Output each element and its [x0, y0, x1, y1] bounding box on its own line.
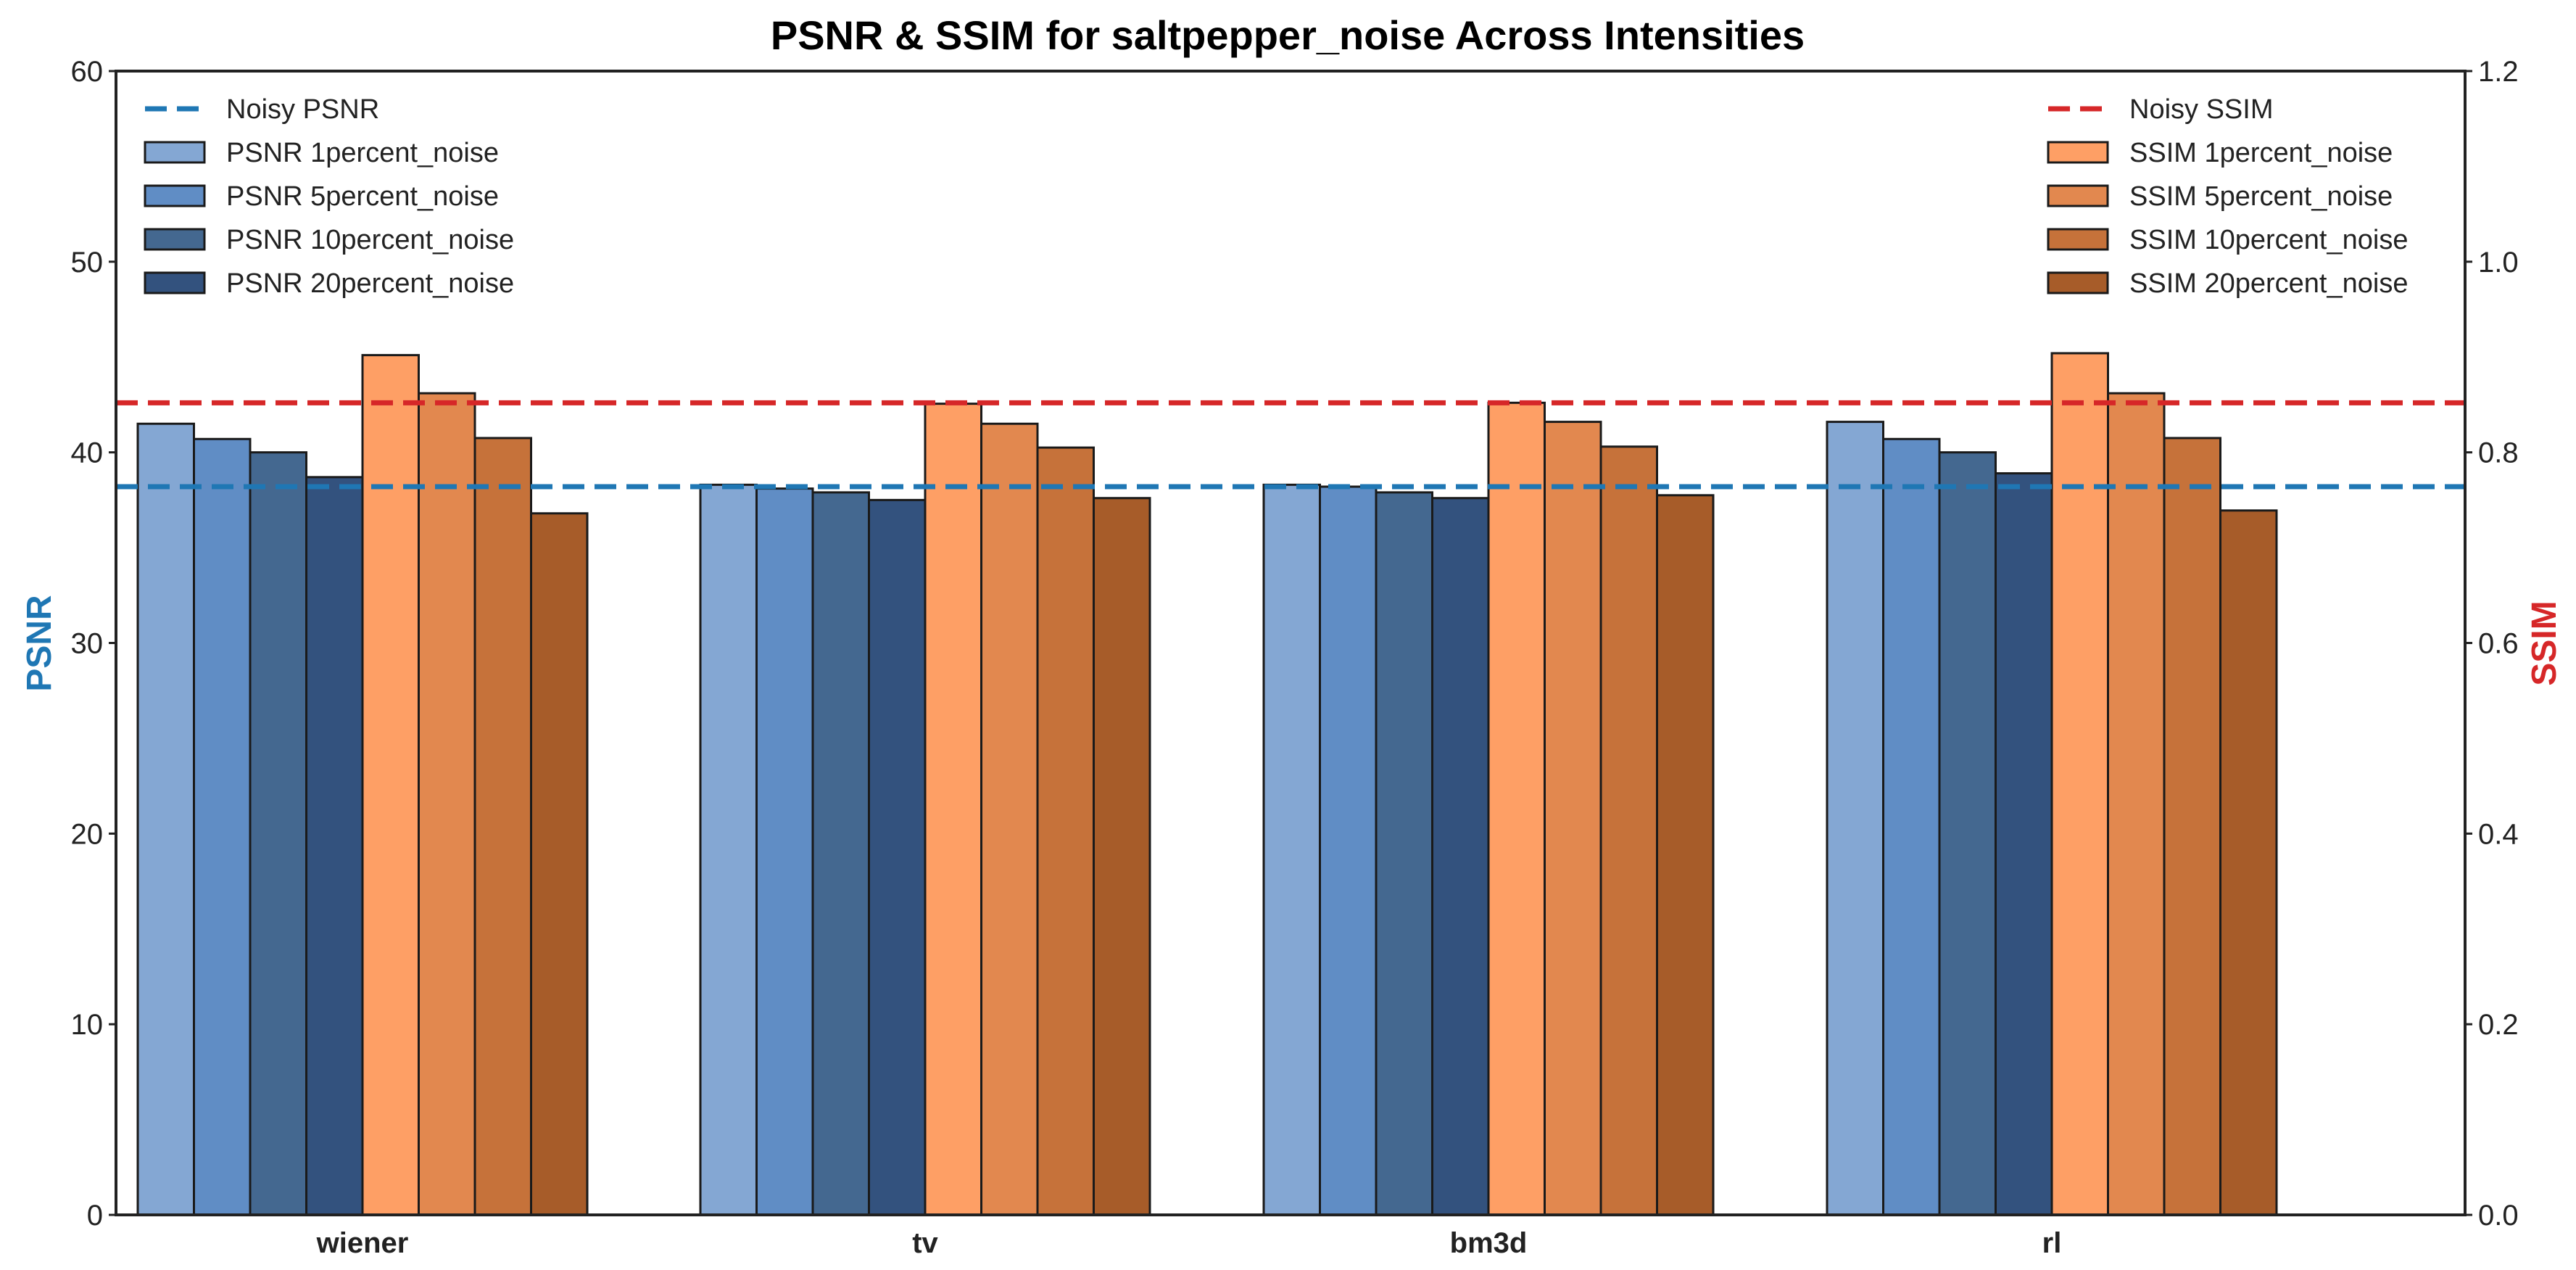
left-tick-label: 10 — [71, 1009, 104, 1041]
bar-tv-psnr-1percent_noise — [699, 483, 758, 1216]
left-tick-label: 50 — [71, 247, 104, 279]
plot-area: wiener tv bm3d rl 0 10 20 30 40 50 60 0.0 0.2 0.4 0.6 0… — [71, 56, 2519, 1259]
left-tick-label: 0 — [87, 1200, 103, 1232]
right-tick-label: 0.6 — [2478, 628, 2519, 660]
bar-bm3d-psnr-10percent_noise — [1375, 491, 1433, 1216]
legend-bar-swatch — [2047, 228, 2109, 251]
bar-tv-psnr-10percent_noise — [811, 491, 870, 1216]
bar-rl-psnr-1percent_noise — [1826, 421, 1884, 1216]
bar-tv-ssim-1percent_noise — [924, 403, 982, 1216]
x-tick-label-rl: rl — [2042, 1227, 2062, 1259]
right-tick-label: 1.0 — [2478, 247, 2519, 279]
right-tick-label: 0.0 — [2478, 1200, 2519, 1232]
legend-label: PSNR 5percent_noise — [226, 181, 499, 212]
bar-bm3d-psnr-5percent_noise — [1319, 485, 1378, 1216]
right-tick-label: 0.2 — [2478, 1009, 2519, 1041]
bar-wiener-ssim-10percent_noise — [473, 437, 532, 1216]
legend-label: Noisy PSNR — [226, 94, 379, 125]
legend-label: SSIM 20percent_noise — [2129, 268, 2408, 299]
bar-bm3d-ssim-1percent_noise — [1487, 401, 1546, 1216]
bar-wiener-psnr-5percent_noise — [193, 437, 252, 1216]
right-tick-label: 0.4 — [2478, 818, 2519, 850]
left-tick-label: 40 — [71, 437, 104, 469]
legend-ssim: Noisy SSIM SSIM 1percent_noise SSIM 5perce… — [2047, 94, 2408, 299]
legend-label: PSNR 20percent_noise — [226, 268, 514, 299]
left-axis-label: PSNR — [20, 595, 59, 691]
bar-bm3d-ssim-10percent_noise — [1599, 445, 1658, 1216]
bar-wiener-ssim-20percent_noise — [530, 512, 589, 1216]
x-tick-label-wiener: wiener — [316, 1227, 409, 1259]
x-tick-label-tv: tv — [912, 1227, 938, 1259]
legend-label: PSNR 1percent_noise — [226, 138, 499, 168]
bar-rl-ssim-20percent_noise — [2219, 509, 2278, 1216]
bar-tv-psnr-5percent_noise — [755, 487, 814, 1216]
bar-bm3d-ssim-5percent_noise — [1544, 421, 1602, 1216]
right-tick-label: 0.8 — [2478, 437, 2519, 469]
bar-tv-ssim-10percent_noise — [1036, 446, 1095, 1216]
left-tick-label: 60 — [71, 56, 104, 88]
left-tick-label: 30 — [71, 628, 104, 660]
bar-wiener-psnr-1percent_noise — [136, 422, 195, 1216]
left-tick-label: 20 — [71, 818, 104, 850]
bar-rl-ssim-10percent_noise — [2163, 437, 2221, 1216]
bar-rl-ssim-5percent_noise — [2107, 392, 2166, 1216]
bar-rl-ssim-1percent_noise — [2050, 352, 2109, 1216]
bar-rl-psnr-20percent_noise — [1995, 472, 2053, 1216]
legend-label: Noisy SSIM — [2129, 94, 2273, 125]
x-tick-label-bm3d: bm3d — [1450, 1227, 1528, 1259]
legend-bar-swatch — [144, 271, 206, 294]
legend-bar-swatch — [2047, 271, 2109, 294]
bar-bm3d-ssim-20percent_noise — [1656, 494, 1715, 1216]
legend-bar-swatch — [144, 141, 206, 164]
bar-wiener-psnr-10percent_noise — [249, 451, 307, 1216]
bar-tv-ssim-20percent_noise — [1093, 497, 1151, 1216]
bar-bm3d-psnr-20percent_noise — [1431, 497, 1490, 1216]
bar-rl-psnr-5percent_noise — [1882, 437, 1941, 1216]
chart-title: PSNR & SSIM for saltpepper_noise Across … — [771, 12, 1805, 58]
legend-label: PSNR 10percent_noise — [226, 225, 514, 255]
bar-tv-ssim-5percent_noise — [980, 422, 1039, 1216]
bar-bm3d-psnr-1percent_noise — [1262, 483, 1321, 1216]
right-tick-label: 1.2 — [2478, 56, 2519, 88]
bar-wiener-psnr-20percent_noise — [305, 476, 364, 1216]
bar-tv-psnr-20percent_noise — [868, 498, 927, 1216]
legend-bar-swatch — [2047, 141, 2109, 164]
legend-label: SSIM 5percent_noise — [2129, 181, 2393, 212]
bar-rl-psnr-10percent_noise — [1938, 451, 1997, 1216]
bar-wiener-ssim-5percent_noise — [418, 392, 476, 1216]
legend-label: SSIM 1percent_noise — [2129, 138, 2393, 168]
right-axis-label: SSIM — [2525, 601, 2564, 685]
legend-bar-swatch — [144, 184, 206, 207]
legend-bar-swatch — [2047, 184, 2109, 207]
legend-label: SSIM 10percent_noise — [2129, 225, 2408, 255]
bar-wiener-ssim-1percent_noise — [361, 354, 420, 1216]
legend-bar-swatch — [144, 228, 206, 251]
legend-psnr: Noisy PSNR PSNR 1percent_noise PSNR 5perce… — [144, 94, 514, 299]
